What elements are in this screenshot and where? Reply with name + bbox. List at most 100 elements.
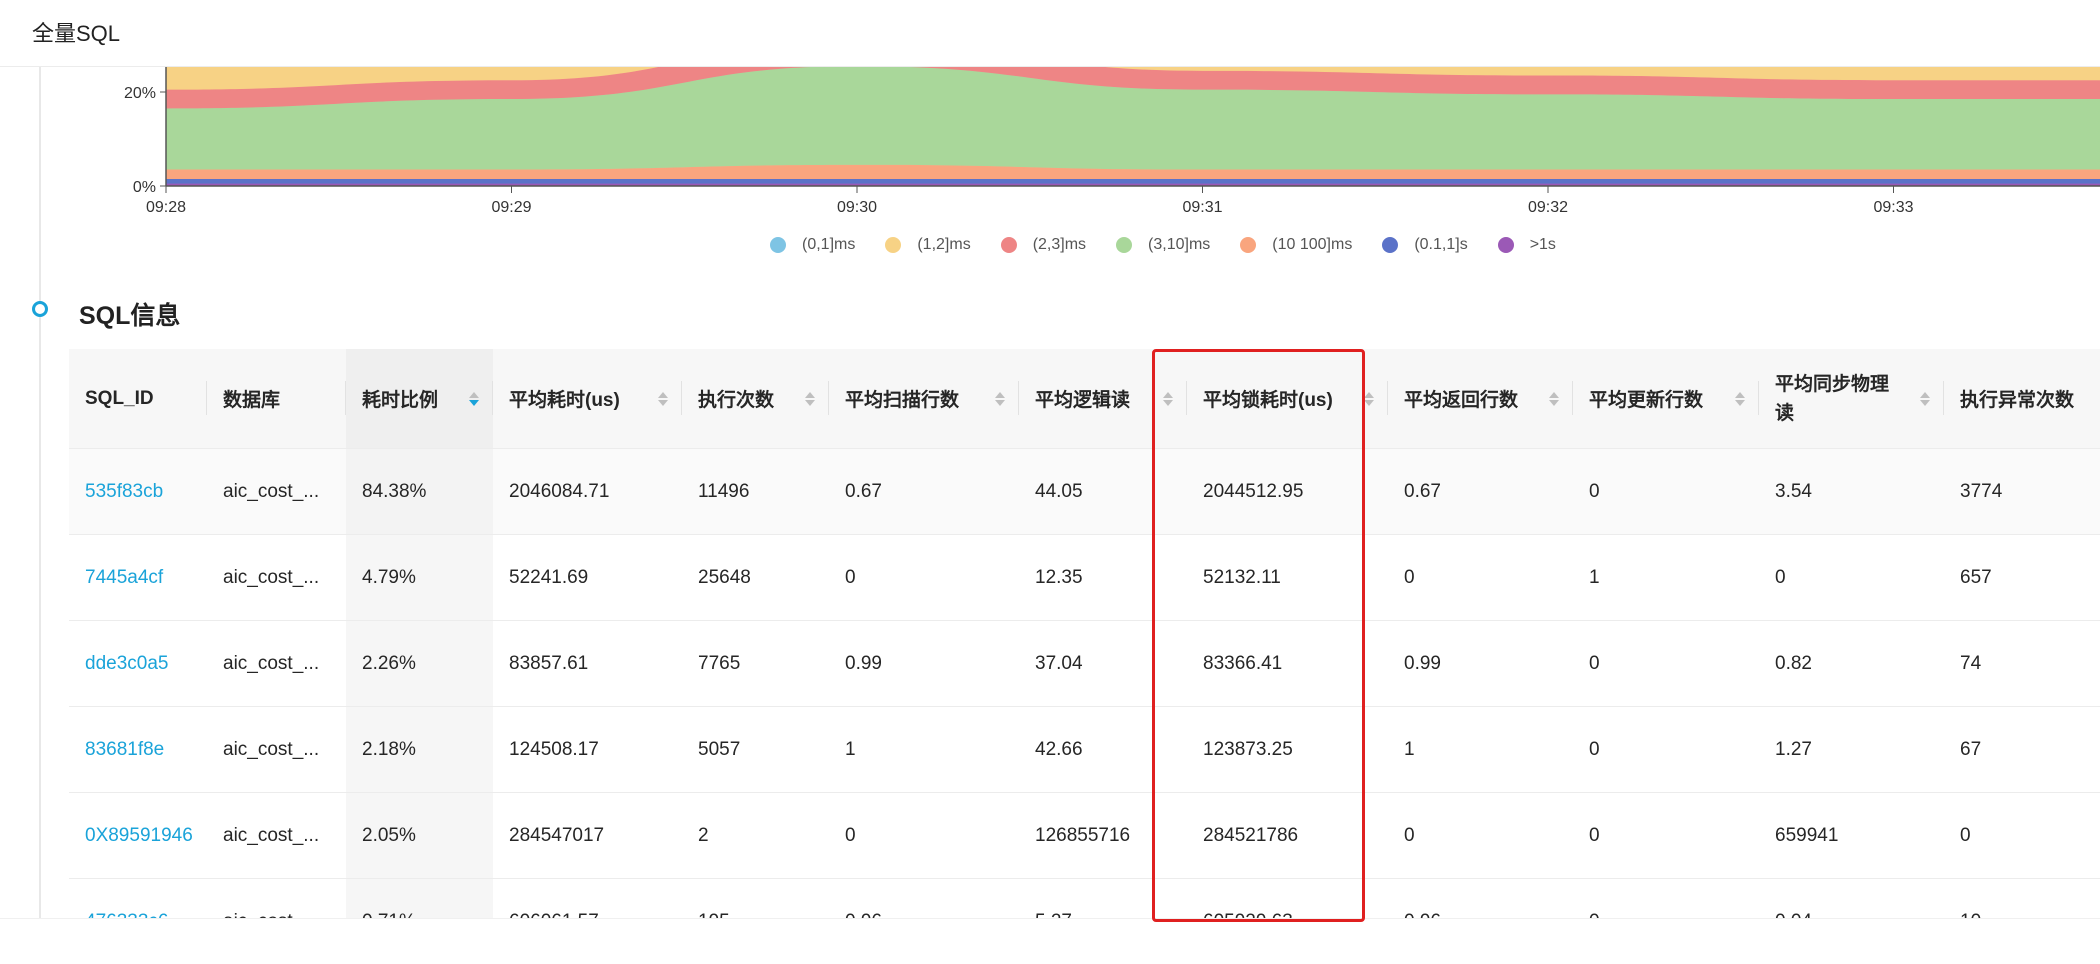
legend-item[interactable]: (3,10]ms [1116,236,1210,254]
table-cell: 2.18% [346,706,493,793]
table-cell: 0 [1759,534,1944,621]
table-cell: 126855716 [1019,792,1187,879]
legend-item[interactable]: (0.1,1]s [1382,236,1468,254]
table-cell: 0 [1573,878,1759,919]
column-header[interactable]: 平均更新行数 [1573,349,1759,449]
latency-distribution-chart: 0% 20% 09:28 09:29 09:30 09:31 09:32 09:33 [124,66,2100,216]
legend-item[interactable]: (2,3]ms [1000,236,1086,254]
table-row[interactable]: 535f83cb aic_cost_... 84.38% 2046084.71 1149… [69,448,2100,535]
table-cell: 52241.69 [493,534,682,621]
column-header-label: 执行异常次数 [1960,390,2075,411]
sort-icon[interactable] [658,391,668,406]
page-bottom [0,918,2100,964]
column-header-label: 平均返回行数 [1404,390,1519,411]
sort-icon[interactable] [1549,391,1559,406]
legend-item[interactable]: (1,2]ms [885,236,971,254]
table-row[interactable]: 7445a4cf aic_cost_... 4.79% 52241.69 25648 0 1… [69,534,2100,621]
table-cell: aic_cost_... [207,878,346,919]
column-header-label: 平均同步物理读 [1775,373,1890,424]
table-cell: 42.66 [1019,706,1187,793]
table-cell: 0 [1944,792,2100,879]
legend-swatch-icon [1240,237,1257,253]
table-cell: 1 [1388,706,1573,793]
table-row[interactable]: 83681f8e aic_cost_... 2.18% 124508.17 5057 1 4… [69,706,2100,793]
column-divider [1572,381,1573,415]
column-header[interactable]: 平均扫描行数 [829,349,1019,449]
column-header[interactable]: 平均逻辑读 [1019,349,1187,449]
table-cell: 0 [1388,792,1573,879]
table-cell: 25648 [682,534,829,621]
table-cell: 83857.61 [493,620,682,707]
table-cell: 7765 [682,620,829,707]
table-cell: 11496 [682,448,829,535]
table-cell: aic_cost_... [207,792,346,879]
sort-icon[interactable] [995,391,1005,406]
timeline-line [39,66,41,918]
column-divider [206,381,207,415]
column-header-label: 数据库 [223,390,281,411]
column-header[interactable]: 平均同步物理读 [1759,349,1944,449]
table-cell: 0 [829,792,1019,879]
table-cell: 0 [1573,448,1759,535]
series-area-(0.1,1]s [166,178,2100,184]
sort-icon[interactable] [469,391,479,406]
legend-label: (3,10]ms [1148,236,1211,253]
table-cell: 659941 [1759,792,1944,879]
table-cell: 0.71% [346,878,493,919]
table-cell: 0 [1573,706,1759,793]
column-header[interactable]: 耗时比例 [346,349,493,449]
sql-id-link[interactable]: 83681f8e [69,706,207,793]
sort-icon[interactable] [1735,391,1745,406]
table-row[interactable]: 0X89591946 aic_cost_... 2.05% 284547017 2 0 12… [69,792,2100,879]
sql-id-link[interactable]: 535f83cb [69,448,207,535]
sort-icon[interactable] [1364,391,1374,406]
column-header[interactable]: 平均返回行数 [1388,349,1573,449]
legend-item[interactable]: (0,1]ms [770,236,855,254]
column-divider [1186,381,1187,415]
table-cell: 2.26% [346,620,493,707]
sort-icon[interactable] [1920,391,1930,406]
column-divider [1018,381,1019,415]
column-divider [1387,381,1388,415]
column-header[interactable]: 平均锁耗时(us) [1187,349,1388,449]
table-cell: 3.54 [1759,448,1944,535]
y-tick-label: 0% [133,179,156,196]
legend-swatch-icon [1116,237,1133,253]
table-cell: aic_cost_... [207,706,346,793]
sql-id-link[interactable]: 476333c6 [69,878,207,919]
table-cell: 4.79% [346,534,493,621]
column-header[interactable]: 执行次数 [682,349,829,449]
table-cell: aic_cost_... [207,448,346,535]
sql-id-link[interactable]: 7445a4cf [69,534,207,621]
table-cell: 67 [1944,706,2100,793]
legend-label: >1s [1529,236,1556,253]
legend-swatch-icon [885,237,902,253]
table-cell: 0 [1573,620,1759,707]
legend-item[interactable]: >1s [1497,236,1556,254]
table-cell: 0.99 [1388,620,1573,707]
table-cell: 606061.57 [493,878,682,919]
table-body: 535f83cb aic_cost_... 84.38% 2046084.71 1149… [69,448,2100,919]
table-cell: 3774 [1944,448,2100,535]
table-cell: 0.99 [829,620,1019,707]
sql-id-link[interactable]: 0X89591946 [69,792,207,879]
table-cell: 0 [1573,792,1759,879]
table-cell: 0.82 [1759,620,1944,707]
column-header: 数据库 [207,349,346,449]
table-row[interactable]: dde3c0a5 aic_cost_... 2.26% 83857.61 7765 0.9… [69,620,2100,707]
legend-swatch-icon [770,237,786,253]
sort-icon[interactable] [805,391,815,406]
column-header[interactable]: 平均耗时(us) [493,349,682,449]
table-cell: 195 [682,878,829,919]
table-cell: 37.04 [1019,620,1187,707]
timeline-dot-icon [32,301,48,317]
table-cell: 1 [829,706,1019,793]
table-cell: aic_cost_... [207,620,346,707]
legend-item[interactable]: (10 100]ms [1240,236,1352,254]
table-cell: 1.27 [1759,706,1944,793]
column-header-label: SQL_ID [85,387,154,409]
sql-id-link[interactable]: dde3c0a5 [69,620,207,707]
legend-swatch-icon [1497,237,1514,253]
table-row[interactable]: 476333c6aic_cost_...0.71%606061.571950.9… [69,878,2100,919]
sort-icon[interactable] [1163,391,1173,406]
